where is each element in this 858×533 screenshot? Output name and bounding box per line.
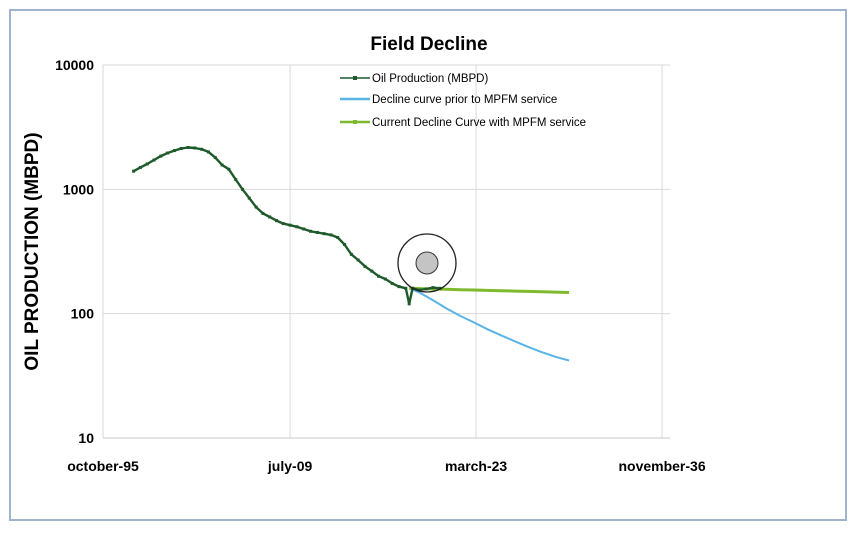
data-point [363, 264, 367, 268]
data-point [152, 158, 156, 162]
data-point [240, 187, 244, 191]
data-point [200, 147, 204, 151]
data-point [138, 165, 142, 169]
data-point [417, 288, 421, 292]
data-point [247, 196, 251, 200]
legend-entry: Decline curve prior to MPFM service [372, 94, 557, 106]
data-point [407, 302, 411, 306]
data-point [397, 285, 401, 289]
y-tick-label: 100 [71, 306, 95, 322]
data-point [390, 281, 394, 285]
series-line-2 [408, 287, 570, 362]
data-point [336, 235, 340, 239]
data-point [349, 252, 353, 256]
data-point [315, 230, 319, 234]
circle-annotation [397, 233, 457, 293]
legend-entry: Oil Production (MBPD) [372, 73, 488, 85]
series [132, 146, 570, 362]
axes: 10 100 1000 10000 october-95 july-09 march-23 n… [55, 57, 706, 474]
data-point [166, 151, 170, 155]
y-axis-label: OIL PRODUCTION (MBPD) [22, 132, 43, 370]
data-point [261, 211, 265, 215]
y-tick-label: 10 [78, 430, 94, 446]
outer-ring [397, 233, 457, 293]
y-tick-label: 1000 [63, 181, 94, 197]
legend-marker [353, 76, 357, 80]
data-point [179, 147, 183, 151]
data-point [281, 222, 285, 226]
series-line-1 [133, 146, 440, 305]
data-point [206, 150, 210, 154]
data-point [431, 286, 435, 290]
x-tick-label: october-95 [67, 458, 139, 474]
data-point [329, 233, 333, 237]
data-point [309, 229, 313, 233]
data-point [145, 162, 149, 166]
data-point [377, 274, 381, 278]
data-point [132, 169, 136, 173]
data-point [172, 149, 176, 153]
data-point [275, 219, 279, 223]
data-point [159, 154, 163, 158]
chart-title: Field Decline [370, 34, 487, 55]
data-point [343, 242, 347, 246]
data-point [254, 205, 258, 209]
x-tick-label: march-23 [445, 458, 507, 474]
data-point [186, 146, 190, 150]
data-point [227, 167, 231, 171]
data-point [356, 258, 360, 262]
legend: Oil Production (MBPD) Decline curve prior… [340, 73, 586, 129]
data-point [268, 215, 272, 219]
data-point [322, 232, 326, 236]
data-point [438, 286, 442, 290]
data-point [295, 225, 299, 229]
x-tick-label: november-36 [618, 458, 705, 474]
legend-marker [353, 120, 357, 124]
data-point [302, 227, 306, 231]
data-point [220, 163, 224, 167]
data-point [383, 277, 387, 281]
y-tick-label: 10000 [55, 57, 94, 73]
data-point [288, 223, 292, 227]
data-point [193, 146, 197, 150]
data-point [370, 269, 374, 273]
data-point [213, 156, 217, 160]
data-point [234, 177, 238, 181]
data-point [424, 287, 428, 291]
inner-dot [415, 251, 439, 275]
legend-entry: Current Decline Curve with MPFM service [372, 117, 586, 129]
x-tick-label: july-09 [267, 458, 313, 474]
data-point [404, 286, 408, 290]
